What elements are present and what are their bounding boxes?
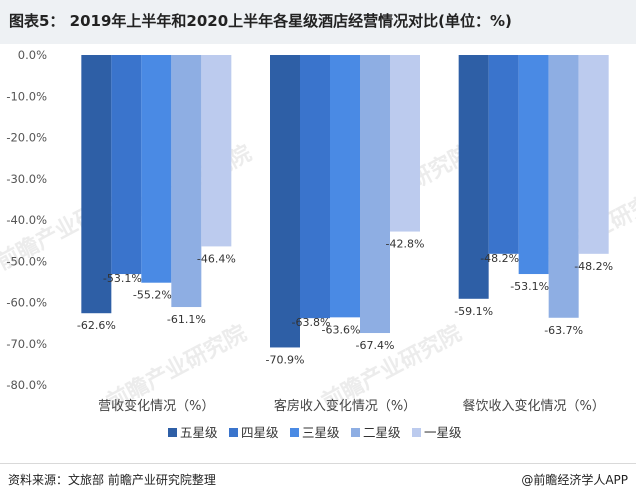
bar-1-cat-3 <box>458 55 489 299</box>
data-label: -42.8% <box>386 238 425 251</box>
y-tick-label: -80.0% <box>6 378 47 392</box>
y-tick-label: -40.0% <box>6 213 47 227</box>
chart-title: 图表5： 2019年上半年和2020上半年各星级酒店经营情况对比(单位：%) <box>9 12 512 30</box>
data-label: -53.1% <box>510 280 549 293</box>
bar-4-cat-1 <box>171 55 202 308</box>
bar-3-cat-2 <box>330 55 360 318</box>
legend-label-5: 一星级 <box>424 425 462 440</box>
x-category-label: 餐饮收入变化情况（%） <box>462 398 604 414</box>
legend-swatch-4 <box>351 428 360 437</box>
legend-swatch-3 <box>290 428 299 437</box>
bar-5-cat-1 <box>201 55 232 247</box>
y-tick-label: -30.0% <box>6 172 47 186</box>
footer-divider <box>0 463 636 464</box>
data-label: -67.4% <box>356 339 395 352</box>
data-label: -59.1% <box>454 305 493 318</box>
y-tick-label: -10.0% <box>6 89 47 103</box>
data-label: -62.6% <box>77 319 116 332</box>
data-label: -63.8% <box>292 316 331 329</box>
legend-label-3: 三星级 <box>302 425 340 440</box>
data-label: -48.2% <box>480 252 519 265</box>
bar-2-cat-3 <box>488 55 519 254</box>
data-label: -70.9% <box>266 353 305 366</box>
x-category-label: 营收变化情况（%） <box>98 398 214 414</box>
data-label: -53.1% <box>103 272 142 285</box>
y-tick-label: -60.0% <box>6 296 47 310</box>
data-label: -46.4% <box>197 252 236 265</box>
legend-swatch-2 <box>229 428 238 437</box>
y-tick-label: -50.0% <box>6 254 47 268</box>
data-label: -48.2% <box>574 260 613 273</box>
brand-credit: @前瞻经济学人APP <box>521 473 628 487</box>
bar-2-cat-2 <box>300 55 330 319</box>
y-tick-label: 0.0% <box>18 48 47 62</box>
bar-3-cat-3 <box>518 55 549 275</box>
data-label: -63.7% <box>544 324 583 337</box>
legend-swatch-1 <box>168 428 177 437</box>
y-tick-label: -20.0% <box>6 131 47 145</box>
bar-5-cat-3 <box>578 55 609 254</box>
legend-label-4: 二星级 <box>363 425 401 440</box>
bar-5-cat-2 <box>390 55 420 232</box>
bar-2-cat-1 <box>111 55 142 275</box>
bar-4-cat-2 <box>360 55 390 334</box>
data-label: -55.2% <box>133 289 172 302</box>
y-tick-label: -70.0% <box>6 337 47 351</box>
bar-1-cat-1 <box>81 55 112 314</box>
legend-label-2: 四星级 <box>241 425 279 440</box>
legend-swatch-5 <box>412 428 421 437</box>
bar-3-cat-1 <box>141 55 172 283</box>
bar-chart: 前瞻产业研究院前瞻产业研究院前瞻产业研究院前瞻产业研究院前瞻产业研究院前瞻产业研… <box>0 48 636 440</box>
data-label: -63.6% <box>322 323 361 336</box>
source-note: 资料来源：文旅部 前瞻产业研究院整理 <box>8 473 216 487</box>
bar-4-cat-3 <box>548 55 579 318</box>
x-category-label: 客房收入变化情况（%） <box>274 398 416 414</box>
data-label: -61.1% <box>167 313 206 326</box>
bar-1-cat-2 <box>270 55 300 348</box>
legend-label-1: 五星级 <box>180 425 218 440</box>
header-bar: 图表5： 2019年上半年和2020上半年各星级酒店经营情况对比(单位：%) <box>0 0 636 44</box>
